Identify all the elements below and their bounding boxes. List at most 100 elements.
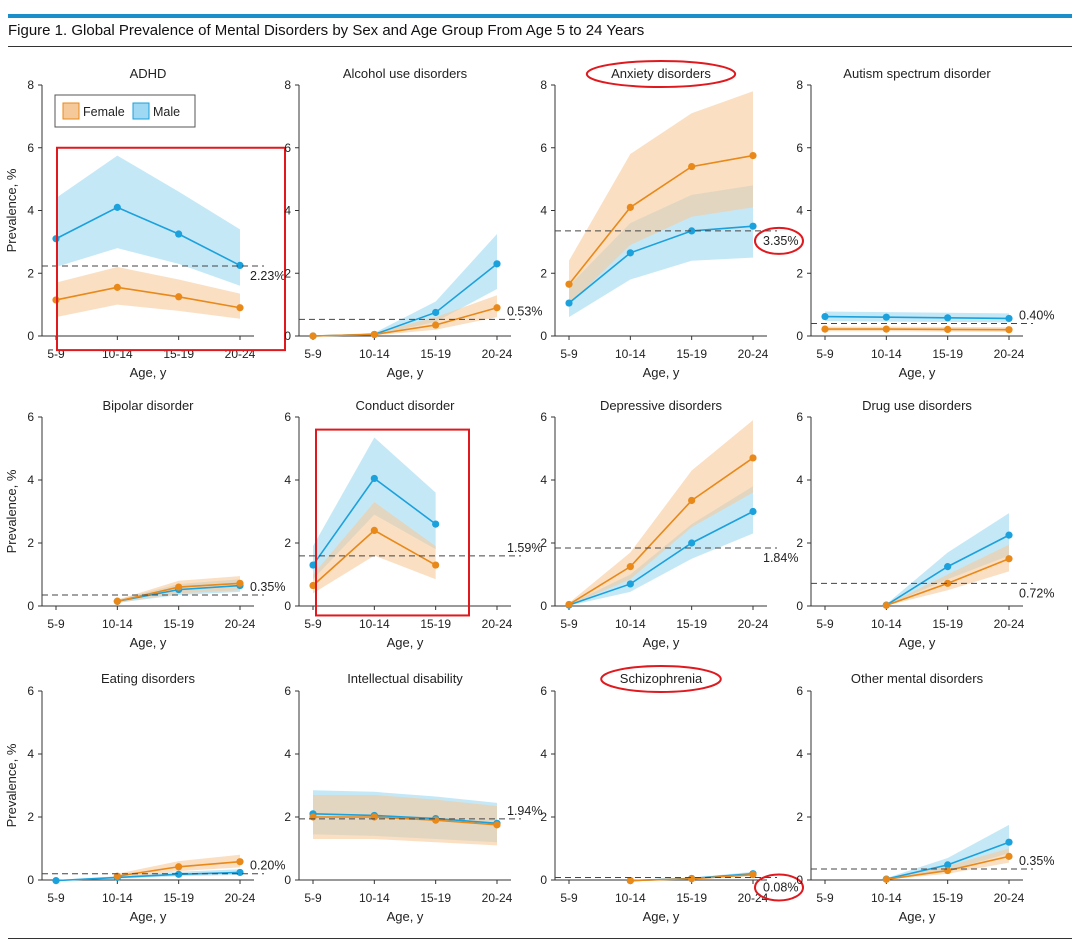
- female-point: [749, 151, 757, 160]
- female-band: [313, 502, 436, 594]
- female-point: [882, 875, 890, 883]
- reference-label: 0.08%: [763, 880, 798, 894]
- legend-male-label: Male: [153, 105, 180, 119]
- chart-panel: Conduct disorder 0 2 4 6 5-9 10-14 15-19 20-24 Ag…: [284, 398, 542, 650]
- x-tick-label: 20-24: [994, 891, 1025, 905]
- x-tick-label: 15-19: [420, 891, 451, 905]
- reference-label: 0.40%: [1019, 308, 1054, 322]
- y-tick-label: 2: [540, 536, 547, 550]
- female-point: [944, 579, 952, 587]
- female-point: [626, 203, 634, 211]
- panel-title: Eating disorders: [101, 671, 195, 686]
- reference-label: 0.53%: [507, 304, 542, 318]
- y-tick-label: 4: [540, 747, 547, 761]
- female-point: [626, 563, 634, 571]
- chart-panel: Depressive disorders 0 2 4 6 5-9 10-14 15-19 20-…: [540, 398, 798, 650]
- male-point: [944, 314, 952, 322]
- x-tick-label: 15-19: [420, 347, 451, 361]
- reference-label: 0.35%: [250, 580, 285, 594]
- x-tick-label: 15-19: [163, 617, 194, 631]
- male-point: [1005, 531, 1013, 539]
- y-axis-label: Prevalence, %: [4, 743, 19, 827]
- reference-label: 0.35%: [1019, 854, 1054, 868]
- female-point: [432, 816, 440, 824]
- male-point: [821, 312, 829, 321]
- reference-label: 1.94%: [507, 804, 542, 818]
- female-point: [1005, 852, 1013, 860]
- female-point: [370, 330, 378, 339]
- x-tick-label: 15-19: [676, 891, 707, 905]
- y-tick-label: 4: [796, 747, 803, 761]
- female-line: [55, 286, 241, 309]
- male-band: [313, 234, 497, 336]
- y-tick-label: 4: [27, 473, 34, 487]
- y-tick-label: 6: [284, 684, 291, 698]
- female-point: [113, 872, 121, 880]
- male-band: [569, 185, 753, 318]
- highlight-ellipse: [754, 873, 804, 902]
- chart-panel: Anxiety disorders 0 2 4 6 8 5-9 10-14 15-19 20-24…: [540, 60, 804, 380]
- x-axis-label: Age, y: [130, 365, 167, 380]
- female-point: [688, 496, 696, 505]
- x-tick-label: 20-24: [738, 617, 769, 631]
- y-tick-label: 0: [284, 873, 291, 887]
- female-point: [688, 875, 696, 883]
- highlight-box: [56, 146, 286, 352]
- x-tick-label: 10-14: [359, 617, 390, 631]
- y-tick-label: 0: [284, 329, 291, 343]
- y-tick-label: 0: [27, 599, 34, 613]
- female-point: [565, 600, 573, 609]
- female-point: [626, 877, 634, 885]
- legend-female-label: Female: [83, 105, 125, 119]
- panel-title: Anxiety disorders: [611, 66, 711, 81]
- title-divider: [8, 46, 1072, 47]
- female-point: [1005, 326, 1013, 334]
- female-swatch: [62, 102, 80, 120]
- y-tick-label: 6: [540, 141, 547, 155]
- y-tick-label: 2: [540, 810, 547, 824]
- y-tick-label: 0: [796, 599, 803, 613]
- reference-label: 1.59%: [507, 541, 542, 555]
- y-tick-label: 6: [540, 410, 547, 424]
- y-tick-label: 0: [27, 873, 34, 887]
- x-tick-label: 5-9: [560, 347, 578, 361]
- x-tick-label: 20-24: [738, 891, 769, 905]
- y-tick-label: 6: [27, 684, 34, 698]
- y-tick-label: 0: [284, 599, 291, 613]
- female-band: [313, 794, 497, 846]
- chart-panel: Autism spectrum disorder 0 2 4 6 8 5-9 10-14 15-…: [796, 66, 1054, 380]
- x-axis-label: Age, y: [387, 365, 424, 380]
- female-point: [309, 332, 317, 340]
- highlight-ellipse: [585, 60, 737, 88]
- y-tick-label: 2: [27, 266, 34, 280]
- x-tick-label: 15-19: [163, 891, 194, 905]
- x-tick-label: 10-14: [615, 347, 646, 361]
- female-point: [432, 321, 440, 329]
- y-tick-label: 0: [27, 329, 34, 343]
- chart-panel: Other mental disorders 0 2 4 6 5-9 10-14 15-19 2…: [796, 671, 1054, 924]
- x-tick-label: 15-19: [676, 617, 707, 631]
- reference-label: 0.72%: [1019, 586, 1054, 600]
- panel-title: Conduct disorder: [356, 398, 456, 413]
- female-point: [821, 325, 829, 333]
- x-tick-label: 5-9: [816, 617, 834, 631]
- male-point: [236, 868, 244, 877]
- female-point: [175, 583, 183, 591]
- female-point: [493, 304, 501, 312]
- y-tick-label: 4: [284, 204, 291, 218]
- x-tick-label: 20-24: [482, 617, 513, 631]
- y-tick-label: 4: [796, 204, 803, 218]
- female-point: [175, 293, 183, 301]
- x-tick-label: 20-24: [225, 617, 256, 631]
- female-point: [432, 561, 440, 569]
- x-tick-label: 5-9: [560, 617, 578, 631]
- y-tick-label: 4: [27, 747, 34, 761]
- x-axis-label: Age, y: [899, 635, 936, 650]
- x-axis-label: Age, y: [387, 909, 424, 924]
- female-point: [236, 579, 244, 587]
- y-tick-label: 6: [284, 410, 291, 424]
- male-point: [565, 299, 573, 307]
- female-point: [688, 162, 696, 171]
- male-point: [432, 308, 440, 317]
- x-tick-label: 15-19: [676, 347, 707, 361]
